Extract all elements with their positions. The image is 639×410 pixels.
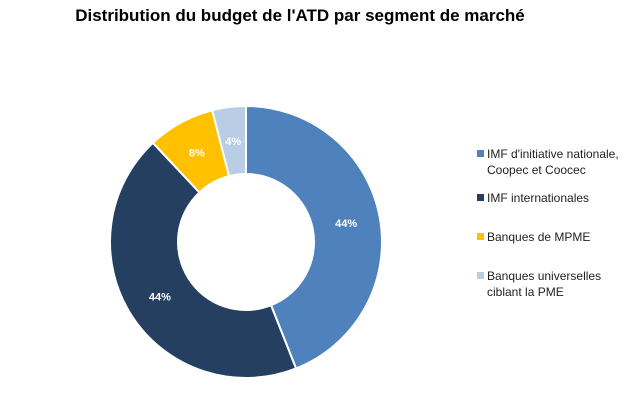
chart-title: Distribution du budget de l'ATD par segm… [75,6,525,25]
chart-legend: IMF d'initiative nationale, Coopec et Co… [477,146,637,312]
slice-data-label: 4% [225,136,241,148]
legend-item: IMF d'initiative nationale, Coopec et Co… [477,146,637,178]
legend-swatch [477,272,484,279]
legend-label: IMF internationales [487,191,590,205]
legend-item: Banques de MPME [477,229,637,245]
legend-swatch [477,233,484,240]
legend-swatch [477,194,484,201]
donut-slice [210,104,247,178]
legend-item: IMF internationales [477,190,637,206]
legend-label: Banques universelles ciblant la PME [487,269,602,299]
legend-swatch [477,150,484,157]
legend-label: IMF d'initiative nationale, Coopec et Co… [487,147,619,177]
legend-item: Banques universelles ciblant la PME [477,268,637,300]
donut-slice [245,104,383,370]
slice-data-label: 44% [335,218,357,230]
slice-data-label: 44% [149,292,171,304]
donut-slice [109,141,298,379]
slice-data-label: 8% [189,148,205,160]
legend-label: Banques de MPME [487,230,591,244]
